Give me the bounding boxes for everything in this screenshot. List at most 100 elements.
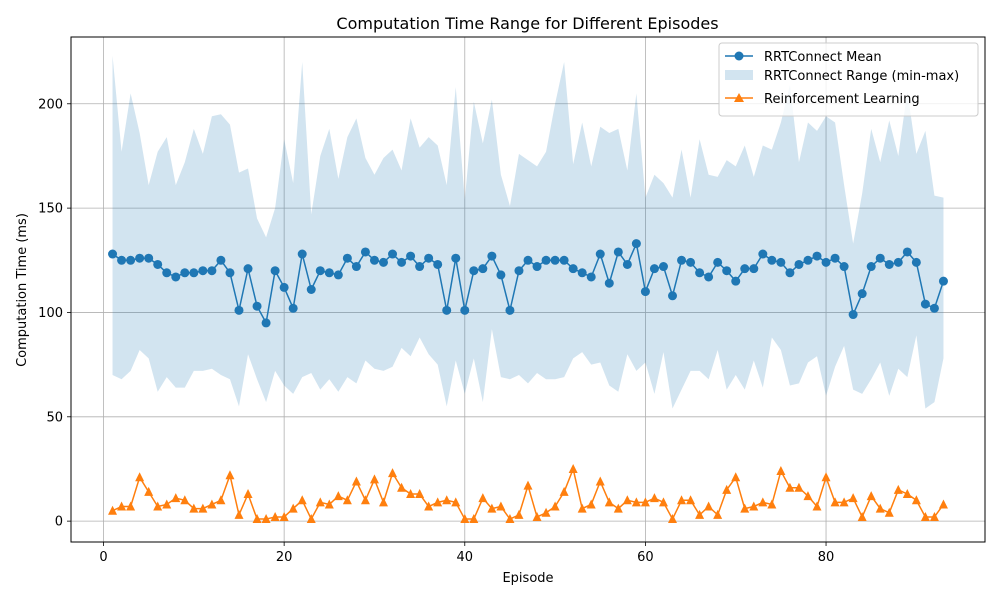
legend-label-rrt-range: RRTConnect Range (min-max) xyxy=(764,69,959,84)
rrt-mean-point xyxy=(541,255,551,265)
rrt-mean-point xyxy=(677,255,687,265)
rl-point xyxy=(496,501,506,511)
rrt-mean-point xyxy=(333,270,343,280)
rrt-mean-point xyxy=(342,253,352,263)
rrt-mean-point xyxy=(649,264,659,274)
rrt-mean-point xyxy=(758,249,768,259)
rl-point xyxy=(839,497,849,507)
legend-marker-rrt-mean xyxy=(734,51,744,61)
rrt-mean-point xyxy=(929,303,939,313)
legend-marker-rl xyxy=(734,93,744,102)
rl-point xyxy=(523,480,533,490)
rl-point xyxy=(677,495,687,505)
rrt-mean-point xyxy=(586,272,596,282)
rl-point xyxy=(658,497,668,507)
rrt-mean-point xyxy=(695,268,705,278)
x-axis-ticks: 0 20 40 60 80 xyxy=(99,542,834,565)
rl-point xyxy=(767,499,777,509)
rl-point xyxy=(740,503,750,513)
rl-point xyxy=(406,489,416,499)
rl-point xyxy=(821,472,831,482)
rl-point xyxy=(225,470,235,480)
rl-point xyxy=(171,493,181,503)
rrt-mean-point xyxy=(315,266,325,276)
legend: RRTConnect Mean RRTConnect Range (min-ma… xyxy=(718,42,979,117)
rrt-mean-point xyxy=(261,318,271,328)
rrt-mean-point xyxy=(162,268,172,278)
rrt-mean-point xyxy=(135,253,145,263)
rl-point xyxy=(117,501,127,511)
rrt-mean-point xyxy=(604,278,614,288)
rrt-mean-point xyxy=(306,285,316,294)
y-tick-label: 200 xyxy=(38,97,63,112)
rl-point xyxy=(776,466,786,476)
rl-point xyxy=(469,514,479,524)
rl-point xyxy=(731,472,741,482)
rrt-mean-point xyxy=(243,264,253,274)
rl-point xyxy=(586,499,596,509)
rrt-mean-point xyxy=(884,259,894,269)
rrt-mean-point xyxy=(532,262,542,272)
rrt-mean-point xyxy=(207,266,217,276)
x-tick-label: 60 xyxy=(637,550,654,565)
rl-point xyxy=(234,509,244,519)
plot-background xyxy=(71,37,985,542)
rl-point xyxy=(451,497,461,507)
rrt-mean-point xyxy=(279,282,289,292)
rl-point xyxy=(378,497,388,507)
rrt-mean-point xyxy=(378,257,388,267)
rrt-mean-point xyxy=(839,262,849,272)
rrt-mean-point xyxy=(785,268,795,278)
y-tick-label: 100 xyxy=(38,306,63,321)
rl-point xyxy=(812,501,822,511)
rl-point xyxy=(460,514,470,524)
range-band-area xyxy=(112,55,944,409)
rl-point xyxy=(397,482,407,492)
x-axis-title: Episode xyxy=(502,571,553,586)
rrt-mean-point xyxy=(776,257,786,267)
rl-point xyxy=(640,497,650,507)
rrt-mean-point xyxy=(523,255,533,265)
rl-point xyxy=(848,493,858,503)
rl-point xyxy=(306,514,316,524)
rl-point xyxy=(180,495,190,505)
rrt-mean-point xyxy=(938,276,948,286)
rl-point xyxy=(279,511,289,521)
rl-point xyxy=(135,472,145,482)
rrt-mean-point xyxy=(388,249,398,259)
rl-point xyxy=(902,489,912,499)
x-tick-label: 80 xyxy=(818,550,835,565)
rrt-mean-point xyxy=(622,259,632,269)
rrt-mean-point xyxy=(631,239,641,249)
rl-point xyxy=(261,514,271,524)
rl-point xyxy=(893,484,903,494)
rl-point xyxy=(713,509,723,519)
rl-point xyxy=(216,495,226,505)
rrt-mean-point xyxy=(577,268,587,278)
grid xyxy=(71,37,985,542)
rrt-mean-point xyxy=(550,255,560,265)
x-tick-label: 40 xyxy=(457,550,474,565)
rrt-mean-point xyxy=(749,264,759,274)
rl-point xyxy=(577,503,587,513)
rrt-mean-point xyxy=(171,272,181,282)
rl-point xyxy=(722,484,732,494)
rrt-mean-point xyxy=(360,247,370,257)
rrt-mean-point xyxy=(640,287,650,297)
rrt-mean-point xyxy=(686,257,696,267)
rl-point xyxy=(613,503,623,513)
rrt-mean-point xyxy=(731,276,741,286)
rrt-mean-point xyxy=(460,305,470,315)
rrt-mean-point xyxy=(406,251,416,261)
y-tick-label: 150 xyxy=(38,202,63,217)
rrt-mean-point xyxy=(234,305,244,315)
rl-point xyxy=(686,495,696,505)
rrt-mean-point xyxy=(830,253,840,263)
rl-point xyxy=(785,482,795,492)
rrt-mean-point xyxy=(740,264,750,274)
rl-point xyxy=(126,501,136,511)
rl-point xyxy=(929,511,939,521)
rrt-mean-point xyxy=(144,253,154,263)
rl-point xyxy=(360,495,370,505)
